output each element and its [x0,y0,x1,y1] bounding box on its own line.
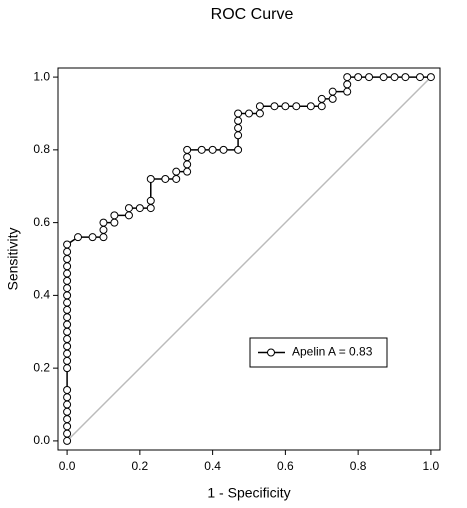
roc-point [234,145,243,154]
roc-point [63,276,72,285]
roc-point [63,429,72,438]
roc-point [63,291,72,300]
roc-point [183,167,192,176]
roc-point [146,204,155,213]
roc-point [317,94,326,103]
roc-point [135,204,144,213]
roc-point [63,385,72,394]
roc-point [124,204,133,213]
roc-point [63,247,72,256]
roc-point [343,87,352,96]
roc-point [270,102,279,111]
roc-point [183,145,192,154]
roc-point [281,102,290,111]
roc-point [63,407,72,416]
roc-point [172,174,181,183]
roc-point [208,145,217,154]
roc-point [63,400,72,409]
roc-point [63,393,72,402]
roc-point [63,313,72,322]
roc-point [124,211,133,220]
roc-point [63,284,72,293]
roc-point [234,109,243,118]
roc-point [197,145,206,154]
x-tick-label: 0.8 [350,459,367,473]
y-tick-label: 0.8 [33,142,50,156]
roc-point [63,436,72,445]
reference-line [66,76,432,442]
roc-point [401,73,410,82]
roc-point [328,94,337,103]
roc-point [63,342,72,351]
roc-point [255,109,264,118]
roc-point [161,174,170,183]
x-tick-label: 0.0 [59,459,76,473]
roc-point [63,364,72,373]
roc-point [146,174,155,183]
roc-point [88,233,97,242]
y-axis-label: Sensitivity [5,227,21,290]
roc-point [234,131,243,140]
y-tick-label: 0.4 [33,288,50,302]
roc-point [146,196,155,205]
x-axis-label: 1 - Specificity [207,485,290,501]
x-tick-label: 0.6 [277,459,294,473]
roc-point [63,327,72,336]
roc-point [63,255,72,263]
legend-label: Apelin A = 0.83 [292,345,373,359]
roc-point [63,240,72,249]
y-tick-label: 0.2 [33,360,50,374]
roc-point [183,153,192,162]
roc-point [255,102,264,111]
x-tick-label: 1.0 [423,459,440,473]
roc-point [354,73,363,82]
roc-point [426,73,435,82]
roc-point [63,320,72,329]
roc-point [306,102,315,111]
roc-point [343,80,352,89]
roc-point [99,225,108,234]
roc-point [234,116,243,125]
roc-point [183,160,192,169]
y-tick-label: 0.0 [33,433,50,447]
roc-point [99,218,108,227]
roc-point [63,262,72,271]
roc-point [379,73,388,82]
roc-point [110,211,119,220]
roc-point [292,102,301,111]
plot-frame [57,67,441,451]
roc-point [63,335,72,344]
roc-point [63,349,72,358]
roc-point [63,356,72,365]
roc-point [317,102,326,111]
roc-point [63,422,72,431]
y-tick-label: 1.0 [33,69,50,83]
roc-point [110,218,119,227]
roc-point [63,305,72,314]
roc-point [63,298,72,307]
roc-point [365,73,374,82]
y-tick-label: 0.6 [33,215,50,229]
roc-point [219,145,228,154]
roc-point [390,73,399,82]
roc-point [99,233,108,242]
x-tick-label: 0.4 [204,459,221,473]
roc-point [343,73,352,82]
roc-point [172,167,181,176]
roc-point [234,124,243,133]
roc-point [63,269,72,278]
chart-title: ROC Curve [211,6,294,23]
roc-point [415,73,424,82]
legend-marker [267,348,275,357]
roc-point [328,87,337,96]
x-tick-label: 0.2 [132,459,149,473]
roc-point [245,109,253,118]
roc-point [74,233,83,242]
roc-point [63,415,72,424]
